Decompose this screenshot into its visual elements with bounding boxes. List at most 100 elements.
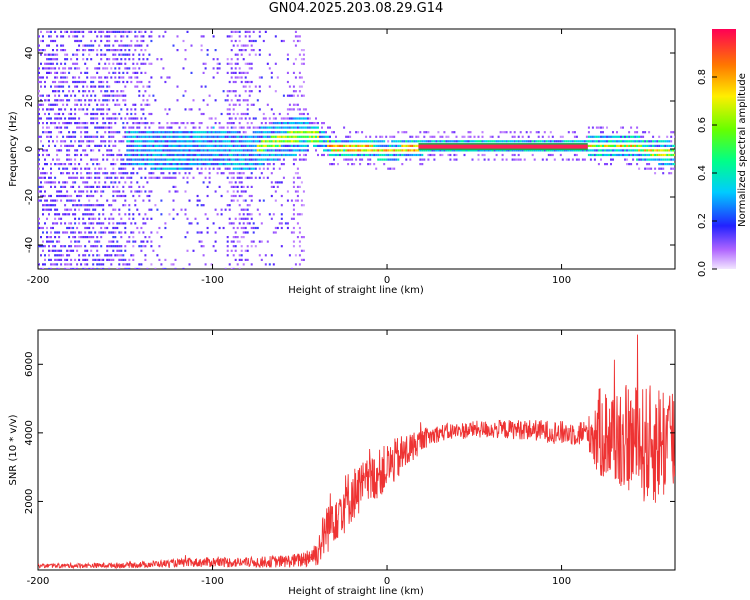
spectrogram-xlabel: Height of straight line (km) (288, 285, 424, 296)
heatmap-cell (286, 126, 289, 129)
heatmap-cell (84, 71, 87, 74)
heatmap-cell (353, 144, 356, 147)
heatmap-cell (262, 135, 265, 138)
heatmap-cell (112, 185, 115, 188)
heatmap-cell (74, 231, 77, 234)
heatmap-cell (68, 153, 71, 157)
heatmap-cell (122, 185, 125, 188)
heatmap-cell (206, 126, 209, 129)
heatmap-cell (148, 208, 151, 211)
heatmap-cell (134, 240, 137, 243)
heatmap-cell (176, 140, 179, 143)
heatmap-cell (453, 131, 456, 134)
heatmap-cell (176, 149, 179, 152)
heatmap-cell (158, 135, 161, 138)
heatmap-cell (387, 144, 390, 147)
heatmap-cell (148, 172, 151, 175)
heatmap-cell (130, 140, 133, 143)
heatmap-cell (533, 158, 536, 161)
heatmap-cell (150, 231, 153, 234)
heatmap-cell (50, 208, 52, 211)
heatmap-cell (240, 176, 243, 179)
heatmap-cell (345, 140, 348, 143)
heatmap-cell (58, 181, 61, 184)
heatmap-cell (114, 176, 117, 179)
heatmap-cell (674, 158, 675, 161)
heatmap-cell (573, 149, 576, 152)
heatmap-cell (200, 135, 203, 138)
heatmap-cell (48, 245, 50, 248)
heatmap-cell (142, 158, 145, 161)
heatmap-cell (128, 49, 131, 52)
heatmap-cell (178, 131, 181, 134)
heatmap-cell (457, 140, 460, 143)
heatmap-cell (349, 158, 352, 161)
heatmap-cell (238, 76, 241, 79)
heatmap-cell (477, 135, 480, 138)
heatmap-cell (240, 245, 243, 248)
heatmap-cell (186, 167, 189, 170)
heatmap-cell (616, 135, 618, 138)
heatmap-cell (634, 144, 637, 147)
heatmap-cell (294, 158, 297, 161)
heatmap-cell (78, 222, 81, 225)
heatmap-cell (399, 144, 402, 147)
heatmap-cell (577, 140, 580, 143)
heatmap-cell (602, 140, 604, 143)
heatmap-cell (409, 153, 412, 157)
heatmap-cell (132, 126, 135, 129)
heatmap-cell (433, 158, 436, 161)
heatmap-cell (501, 131, 504, 134)
heatmap-cell (300, 85, 303, 88)
heatmap-cell (212, 149, 215, 152)
heatmap-cell (668, 153, 671, 157)
heatmap-cell (76, 99, 79, 102)
heatmap-cell (88, 222, 91, 225)
heatmap-cell (146, 158, 149, 161)
heatmap-cell (369, 158, 372, 161)
heatmap-cell (248, 153, 251, 157)
heatmap-cell (132, 258, 135, 261)
heatmap-cell (84, 222, 87, 225)
heatmap-cell (84, 103, 87, 106)
heatmap-cell (160, 213, 163, 216)
heatmap-cell (212, 135, 215, 138)
heatmap-cell (218, 62, 221, 65)
heatmap-cell (628, 140, 631, 143)
heatmap-cell (363, 140, 366, 143)
heatmap-cell (292, 126, 295, 129)
heatmap-cell (110, 117, 113, 120)
heatmap-cell (76, 249, 79, 252)
heatmap-cell (42, 208, 44, 211)
heatmap-cell (321, 135, 323, 138)
heatmap-cell (94, 39, 97, 43)
heatmap-cell (128, 30, 131, 33)
heatmap-cell (56, 158, 59, 161)
heatmap-cell (138, 80, 141, 84)
heatmap-cell (72, 62, 75, 65)
heatmap-cell (204, 144, 207, 147)
heatmap-cell (100, 126, 103, 129)
heatmap-cell (64, 71, 67, 74)
heatmap-cell (230, 181, 233, 184)
heatmap-cell (407, 153, 410, 157)
heatmap-cell (270, 149, 273, 152)
heatmap-cell (369, 140, 372, 143)
heatmap-cell (92, 149, 95, 152)
heatmap-cell (148, 131, 151, 134)
heatmap-cell (74, 149, 77, 152)
heatmap-cell (427, 158, 430, 161)
heatmap-cell (206, 144, 209, 147)
heatmap-cell (140, 163, 143, 166)
heatmap-cell (280, 135, 283, 138)
heatmap-cell (429, 140, 432, 143)
heatmap-cell (78, 236, 81, 239)
heatmap-cell (441, 140, 444, 143)
heatmap-cell (264, 140, 267, 143)
heatmap-cell (56, 35, 59, 38)
heatmap-cell (294, 58, 297, 61)
heatmap-cell (66, 80, 69, 84)
heatmap-cell (435, 149, 438, 152)
heatmap-cell (236, 153, 239, 157)
